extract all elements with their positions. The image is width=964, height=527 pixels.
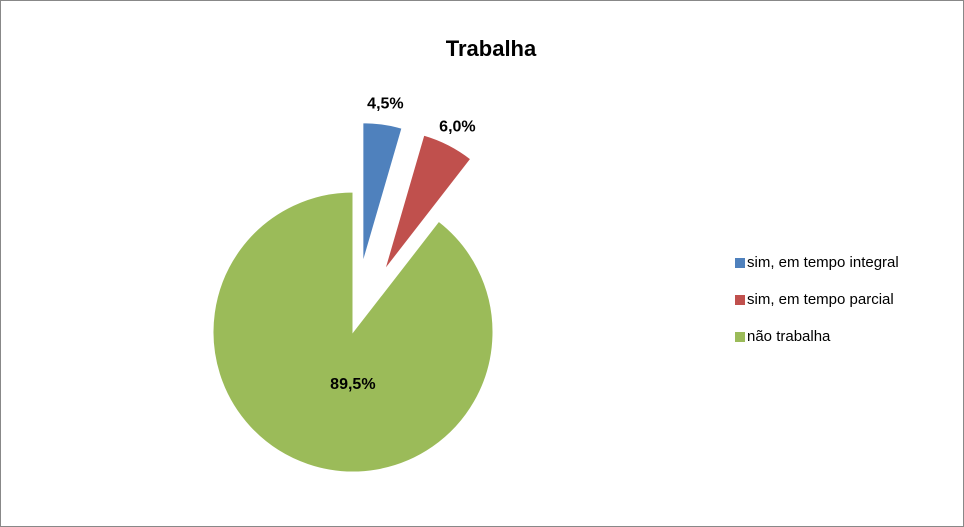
pie-slice: [362, 122, 403, 263]
pie-slice: [384, 134, 472, 270]
legend-label: não trabalha: [747, 328, 831, 345]
legend-swatch: [735, 258, 745, 268]
chart-title: Trabalha: [446, 36, 537, 61]
legend-label: sim, em tempo parcial: [747, 291, 894, 308]
data-label: 89,5%: [330, 376, 375, 393]
pie-slice: [212, 191, 494, 473]
data-label: 6,0%: [439, 118, 475, 135]
legend-swatch: [735, 295, 745, 305]
data-label: 4,5%: [367, 96, 403, 113]
legend-swatch: [735, 332, 745, 342]
legend-label: sim, em tempo integral: [747, 254, 899, 271]
